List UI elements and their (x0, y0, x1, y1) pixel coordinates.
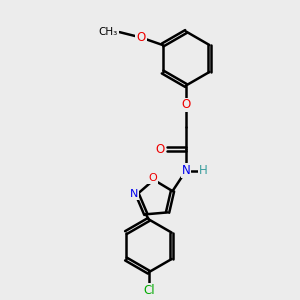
Text: H: H (199, 164, 208, 177)
Text: O: O (182, 98, 190, 112)
Text: O: O (148, 173, 157, 183)
Text: CH₃: CH₃ (99, 27, 118, 37)
Text: O: O (156, 142, 165, 156)
Text: N: N (130, 189, 138, 199)
Text: N: N (182, 164, 190, 177)
Text: O: O (136, 31, 146, 44)
Text: Cl: Cl (143, 284, 154, 297)
